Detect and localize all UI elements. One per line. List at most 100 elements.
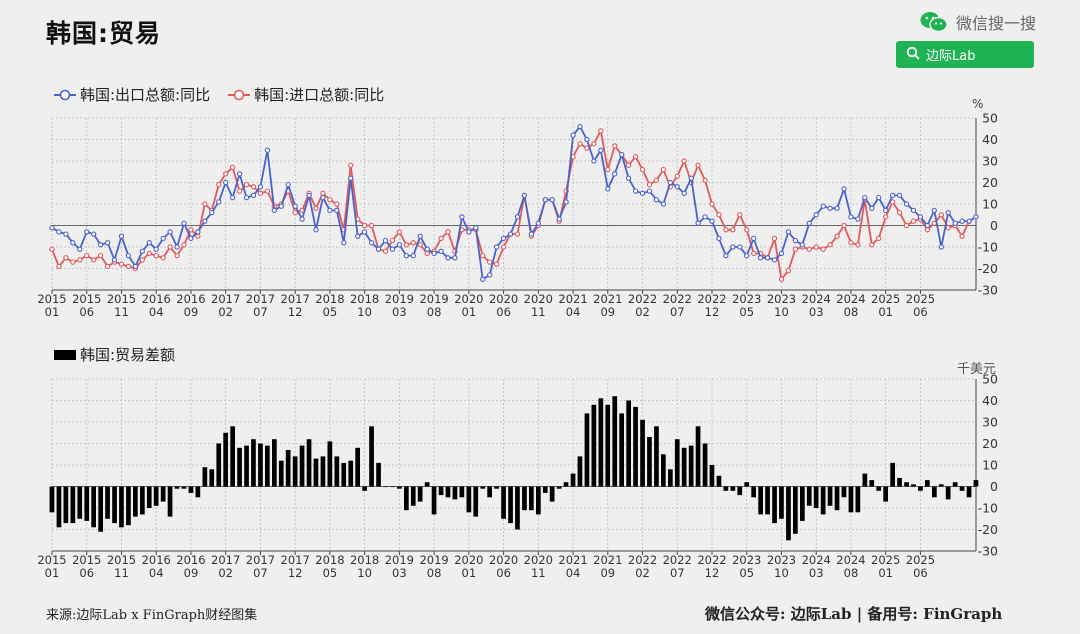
- data-point-import: [591, 141, 597, 147]
- bar-chart-xtick-month: 08: [844, 566, 859, 580]
- bar: [320, 456, 326, 487]
- data-point-export: [167, 229, 173, 235]
- bar-chart-xtick-year: 2025: [906, 553, 935, 567]
- data-point-import: [174, 252, 180, 259]
- bar: [146, 486, 152, 508]
- bar: [424, 482, 430, 487]
- bar: [591, 404, 597, 487]
- data-point-export: [257, 184, 264, 190]
- bar: [612, 396, 618, 487]
- data-point-import: [396, 229, 403, 235]
- bar-chart-xtick-year: 2023: [767, 553, 796, 567]
- legend-export: 韩国:出口总额:同比: [54, 84, 210, 105]
- line-chart-xtick-year: 2018: [315, 292, 344, 306]
- bar-chart-xtick-year: 2015: [107, 553, 136, 567]
- line-chart: 50403020100-10-20-3020150120150620151120…: [37, 111, 998, 320]
- data-point-export: [889, 192, 896, 199]
- bar: [126, 486, 131, 526]
- bar: [480, 486, 486, 489]
- data-point-import: [785, 267, 792, 274]
- bar-chart-xtick-month: 03: [809, 566, 824, 580]
- bar: [313, 458, 319, 487]
- line-chart-xtick-month: 10: [357, 305, 372, 319]
- line-chart-unit: %: [972, 97, 984, 111]
- bar: [306, 439, 312, 487]
- data-point-import: [97, 252, 104, 259]
- bar-chart-xtick-month: 06: [496, 566, 511, 580]
- data-point-export: [91, 231, 97, 237]
- bar-chart-xtick-month: 11: [531, 566, 546, 580]
- data-point-export: [389, 246, 396, 252]
- bar: [945, 486, 951, 500]
- line-chart-legend: 韩国:出口总额:同比 韩国:进口总额:同比: [54, 84, 396, 105]
- bar: [556, 486, 562, 489]
- data-point-export: [730, 244, 736, 250]
- line-chart-xtick-year: 2016: [142, 292, 171, 306]
- data-point-import: [438, 235, 444, 242]
- line-chart-xtick-month: 07: [253, 305, 268, 319]
- bar-chart-legend: 韩国:贸易差额: [54, 344, 187, 365]
- bar: [383, 486, 388, 488]
- search-button[interactable]: 边际Lab: [896, 41, 1034, 68]
- bar: [70, 486, 76, 524]
- bar: [459, 486, 465, 498]
- bar: [800, 486, 805, 521]
- data-point-import: [834, 233, 840, 239]
- bar: [598, 398, 604, 487]
- bar: [348, 460, 354, 487]
- data-point-export: [188, 235, 194, 242]
- bar: [230, 426, 235, 487]
- bar-chart-xtick-month: 03: [392, 566, 407, 580]
- data-point-import: [632, 154, 639, 160]
- bar: [813, 486, 819, 508]
- data-point-export: [584, 136, 590, 143]
- line-chart-xtick-month: 12: [705, 305, 720, 319]
- bar: [251, 439, 256, 487]
- data-point-import: [49, 246, 55, 252]
- bar: [209, 469, 215, 487]
- bar: [661, 454, 666, 487]
- bar: [786, 486, 791, 541]
- data-point-import: [424, 250, 430, 257]
- data-point-export: [695, 220, 701, 226]
- data-point-export: [542, 197, 548, 203]
- line-chart-xtick-year: 2025: [871, 292, 900, 306]
- wechat-search-label: 微信搜一搜: [920, 10, 1036, 34]
- data-point-export: [438, 248, 444, 254]
- data-point-export: [334, 207, 340, 214]
- line-chart-xtick-year: 2019: [419, 292, 448, 306]
- bar: [84, 486, 90, 521]
- bar: [744, 482, 750, 487]
- bar-chart-xtick-month: 12: [705, 566, 720, 580]
- legend-balance: 韩国:贸易差额: [54, 344, 175, 365]
- line-chart-ytick-label: -30: [978, 283, 998, 298]
- bar: [501, 486, 506, 519]
- data-point-export: [771, 257, 778, 263]
- data-point-import: [348, 162, 354, 168]
- bar-chart-xtick-month: 05: [323, 566, 338, 580]
- search-icon: [906, 46, 920, 64]
- line-chart-ytick-label: 10: [982, 197, 998, 212]
- line-chart-xtick-year: 2021: [558, 292, 587, 306]
- data-point-import: [403, 242, 409, 248]
- data-point-import: [410, 240, 416, 246]
- line-chart-xtick-month: 09: [184, 305, 199, 319]
- data-point-import: [313, 205, 319, 211]
- data-point-export: [792, 237, 799, 244]
- bar: [522, 486, 527, 511]
- bar-chart-ytick-label: 30: [982, 415, 998, 430]
- bar: [654, 426, 659, 487]
- data-point-export: [361, 229, 368, 235]
- line-chart-xtick-year: 2018: [350, 292, 379, 306]
- bar: [63, 486, 69, 524]
- data-point-export: [938, 244, 944, 250]
- data-point-export: [97, 242, 104, 248]
- data-point-export: [174, 244, 180, 250]
- bar-chart-ytick-label: 50: [982, 372, 998, 387]
- data-point-export: [410, 252, 416, 259]
- bar: [723, 486, 729, 491]
- bar: [105, 486, 110, 519]
- bar: [793, 486, 798, 534]
- data-point-import: [487, 259, 493, 265]
- bar: [529, 486, 534, 511]
